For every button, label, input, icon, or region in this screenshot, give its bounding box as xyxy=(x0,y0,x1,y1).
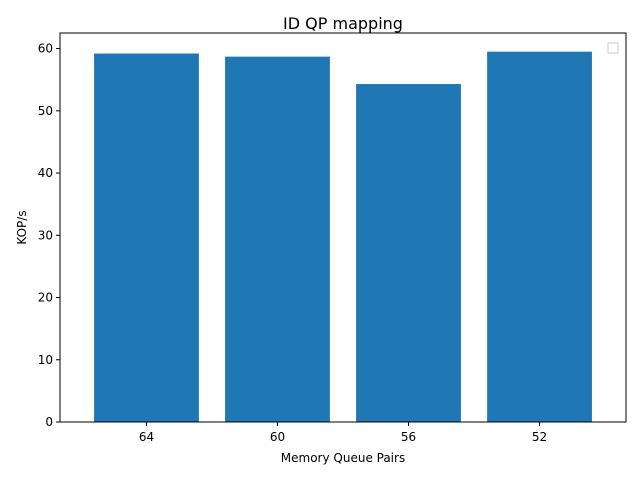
bar-60 xyxy=(225,56,330,423)
x-tick-label-64: 64 xyxy=(139,430,154,444)
y-tick-label-60: 60 xyxy=(38,42,53,56)
y-tick-label-10: 10 xyxy=(38,353,53,367)
y-tick-label-20: 20 xyxy=(38,291,53,305)
y-axis-label: KOP/s xyxy=(15,210,29,244)
bar-64 xyxy=(94,53,199,423)
plot-frame xyxy=(59,32,627,423)
legend xyxy=(607,42,619,54)
bar-52 xyxy=(487,51,592,423)
legend-box xyxy=(607,42,619,54)
plot-area xyxy=(94,51,592,423)
chart-title: ID QP mapping xyxy=(283,14,403,33)
y-tick-label-30: 30 xyxy=(38,228,53,242)
bar-56 xyxy=(356,84,461,422)
x-axis-label: Memory Queue Pairs xyxy=(281,451,405,465)
y-tick-label-50: 50 xyxy=(38,104,53,118)
y-tick-label-40: 40 xyxy=(38,166,53,180)
y-tick-label-0: 0 xyxy=(45,415,53,429)
x-tick-label-60: 60 xyxy=(270,430,285,444)
x-tick-label-52: 52 xyxy=(532,430,547,444)
x-tick-label-56: 56 xyxy=(401,430,416,444)
